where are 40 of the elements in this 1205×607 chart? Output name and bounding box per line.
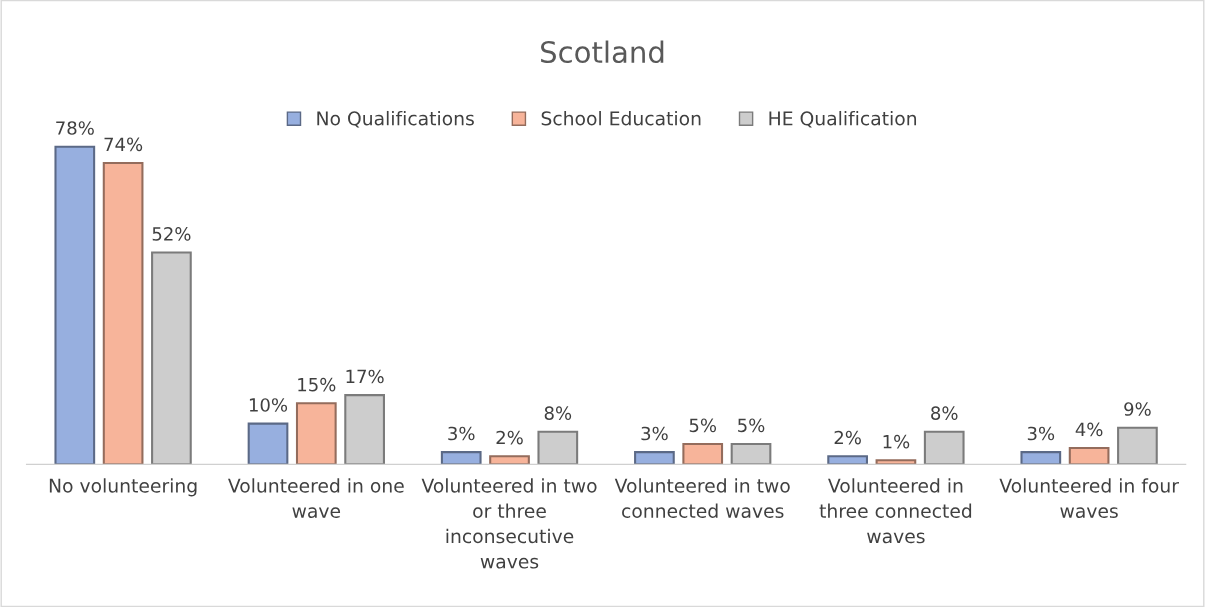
data-label: 52% — [152, 227, 191, 241]
x-tick-label: Volunteered in two connected waves — [614, 478, 790, 519]
data-label: 3% — [448, 426, 475, 441]
data-label: 15% — [298, 377, 336, 392]
legend-label: No Qualifications — [317, 110, 474, 128]
bar — [440, 451, 482, 465]
data-label: 1% — [883, 434, 910, 449]
legend-label: HE Qualification — [769, 110, 917, 128]
bar — [489, 455, 530, 465]
x-tick-label: Volunteered in four waves — [999, 478, 1179, 519]
bar — [682, 442, 724, 465]
data-label: 5% — [738, 418, 765, 433]
x-tick-label: Volunteered in three connected waves — [819, 478, 972, 544]
data-label: 8% — [544, 406, 572, 420]
legend-label: School Education — [541, 110, 701, 126]
bar — [247, 422, 289, 465]
data-label: 2% — [496, 430, 523, 445]
data-label: 3% — [1027, 426, 1055, 441]
bar — [875, 459, 917, 465]
data-label: 17% — [346, 369, 384, 384]
data-label: 3% — [641, 426, 668, 441]
data-label: 8% — [931, 406, 958, 420]
bar — [54, 145, 96, 465]
bar — [634, 451, 675, 465]
x-tick-label: Volunteered in one wave — [228, 478, 404, 519]
data-label: 78% — [56, 121, 94, 135]
data-label: 9% — [1124, 402, 1151, 416]
bar — [827, 455, 868, 465]
bar — [1020, 451, 1062, 465]
bar — [295, 402, 337, 465]
data-label: 4% — [1075, 422, 1103, 437]
bar — [1068, 447, 1110, 465]
data-label: 74% — [104, 137, 143, 152]
bar — [102, 161, 144, 465]
data-label: 5% — [689, 418, 717, 433]
x-tick-label: Volunteered in two or three inconsecutive waves — [421, 478, 597, 569]
x-tick-label: No volunteering — [49, 478, 197, 497]
chart-title: Scotland — [541, 40, 664, 64]
data-label: 2% — [834, 430, 861, 445]
data-label: 10% — [249, 398, 288, 412]
